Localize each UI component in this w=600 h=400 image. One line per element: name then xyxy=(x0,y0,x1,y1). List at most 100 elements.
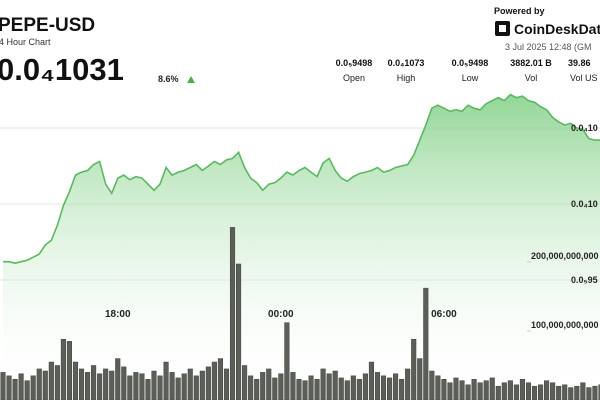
volume-bar xyxy=(115,358,121,400)
volume-bar xyxy=(525,382,532,400)
volume-bar xyxy=(0,372,6,400)
volume-bar xyxy=(223,368,230,400)
y-tick-label: 0.0₅95 xyxy=(571,275,598,285)
volume-bar xyxy=(211,361,217,400)
plot: 0.0₄10 0.0₄10 0.0₅95 200,000,000,000 100,000… xyxy=(0,93,600,400)
stat-value: 0.0₅9498 xyxy=(336,58,373,68)
volume-bar xyxy=(91,365,97,400)
volume-bar xyxy=(30,375,36,400)
volume-bar xyxy=(24,380,30,400)
volume-bar xyxy=(483,380,489,400)
volume-bar xyxy=(121,366,127,400)
volume-bar xyxy=(163,361,169,400)
volume-bar xyxy=(266,368,272,400)
volume-bar xyxy=(127,375,133,400)
volume-bar xyxy=(338,377,344,400)
x-tick-label: 18:00 xyxy=(105,309,131,320)
volume-bar xyxy=(429,370,435,400)
volume-bar xyxy=(60,338,66,400)
volume-bar xyxy=(513,384,519,400)
volume-bar xyxy=(471,379,477,400)
timestamp: 3 Jul 2025 12:48 (GM xyxy=(505,42,592,52)
y2-tick-label: 100,000,000,000 xyxy=(531,320,599,330)
volume-bar xyxy=(151,370,157,400)
volume-bar xyxy=(217,358,223,400)
volume-bar xyxy=(66,341,72,400)
volume-bar xyxy=(423,287,429,400)
volume-bar xyxy=(205,366,211,400)
stats: 0.0₅9498 Open 0.0₄1073 High 0.0₅9498 Low 3882.… xyxy=(336,58,598,83)
volume-bar xyxy=(78,368,85,400)
volume-bar xyxy=(459,380,465,400)
volume-bar xyxy=(326,373,332,400)
stat-label: Vol xyxy=(525,73,538,83)
x-tick-label: 00:00 xyxy=(268,309,294,320)
volume-bar xyxy=(362,373,368,400)
volume-bar xyxy=(332,370,338,400)
volume-bar xyxy=(344,380,350,400)
volume-bar xyxy=(199,370,205,400)
volume-bar xyxy=(453,377,459,400)
volume-bar xyxy=(254,379,260,400)
stat-label: Open xyxy=(343,73,365,83)
price-area xyxy=(3,94,600,400)
volume-bar xyxy=(556,385,562,400)
volume-bar xyxy=(260,372,266,400)
volume-bar xyxy=(356,379,362,400)
volume-bar xyxy=(109,370,115,400)
volume-bar xyxy=(411,338,417,400)
volume-bar xyxy=(236,263,242,400)
volume-bar xyxy=(435,375,441,400)
volume-bar xyxy=(368,361,374,400)
volume-bar xyxy=(157,375,163,400)
volume-bar xyxy=(562,384,568,400)
volume-bar xyxy=(399,379,405,400)
volume-bar xyxy=(441,379,447,400)
volume-bar xyxy=(181,373,187,400)
stat-value: 3882.01 B xyxy=(510,58,552,68)
volume-bar xyxy=(531,385,538,400)
volume-bar xyxy=(6,375,12,400)
volume-bar xyxy=(12,379,18,400)
change: 8.6% xyxy=(158,74,179,84)
volume-bar xyxy=(501,382,507,400)
volume-bar xyxy=(393,373,399,400)
volume-bar xyxy=(18,373,24,400)
volume-bar xyxy=(85,372,91,400)
volume-bar xyxy=(380,375,387,400)
volume-bar xyxy=(417,358,423,400)
volume-bar xyxy=(598,384,600,400)
y2-tick-label: 200,000,000,000 xyxy=(531,251,599,261)
subtitle: 4 Hour Chart xyxy=(0,37,51,47)
volume-bar xyxy=(447,382,453,400)
volume-bar xyxy=(302,380,308,400)
powered-by: Powered by xyxy=(494,6,545,16)
volume-bar xyxy=(187,368,193,400)
x-tick-label: 06:00 xyxy=(431,309,457,320)
volume-bar xyxy=(193,375,199,400)
volume-bar xyxy=(248,375,254,400)
volume-bar xyxy=(580,382,586,400)
volume-bar xyxy=(314,379,320,400)
volume-bar xyxy=(592,385,598,400)
volume-bar xyxy=(42,370,48,400)
volume-bar xyxy=(133,372,139,400)
volume-bar xyxy=(48,361,54,400)
volume-bar xyxy=(97,373,103,400)
volume-bar xyxy=(139,373,145,400)
volume-bar xyxy=(169,372,175,400)
volume-bar xyxy=(175,377,181,400)
volume-bar xyxy=(278,373,284,400)
volume-bar xyxy=(544,380,550,400)
volume-bar xyxy=(507,380,513,400)
y-tick-label: 0.0₄10 xyxy=(571,199,598,209)
volume-bar xyxy=(308,375,314,400)
volume-bar xyxy=(284,322,290,400)
stat-value: 0.0₅9498 xyxy=(452,58,489,68)
price-line xyxy=(3,93,600,265)
volume-bar xyxy=(229,227,236,400)
volume-bar xyxy=(36,368,42,400)
volume-bar xyxy=(387,377,393,400)
stat-label: High xyxy=(397,73,416,83)
